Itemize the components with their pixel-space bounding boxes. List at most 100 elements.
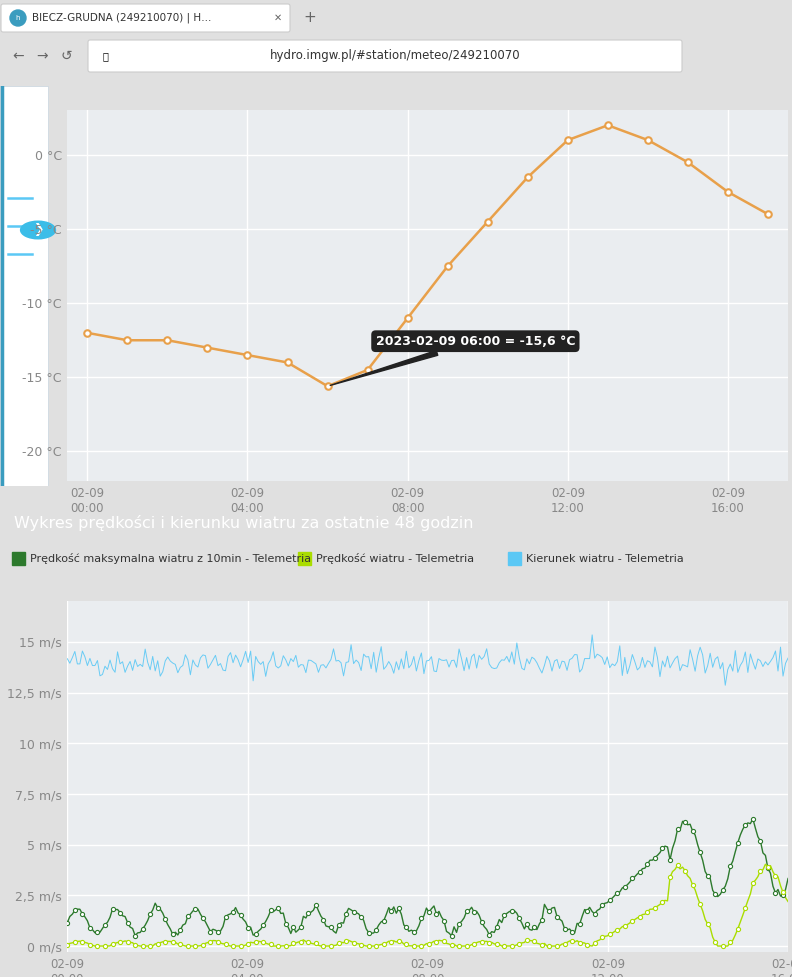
Point <box>181 909 194 924</box>
Point <box>656 894 668 910</box>
Point <box>317 912 329 927</box>
Point <box>724 934 737 950</box>
Point <box>332 935 345 951</box>
Point <box>441 258 454 274</box>
Point <box>159 912 172 927</box>
Point <box>69 934 82 950</box>
Point <box>69 903 82 918</box>
Point <box>498 908 511 923</box>
Point <box>656 840 668 856</box>
Point <box>84 920 97 936</box>
Circle shape <box>10 10 26 26</box>
Point <box>777 884 790 900</box>
Point <box>265 937 277 953</box>
Point <box>475 914 488 930</box>
Point <box>265 903 277 918</box>
Point <box>535 937 548 953</box>
Point <box>257 934 269 950</box>
Point <box>242 920 254 936</box>
Point <box>332 917 345 933</box>
Point <box>144 938 157 954</box>
Point <box>581 903 593 918</box>
Point <box>739 817 752 832</box>
Point <box>393 901 406 916</box>
Point <box>468 937 481 953</box>
Point <box>257 917 269 933</box>
Point <box>754 863 767 878</box>
FancyBboxPatch shape <box>88 40 682 72</box>
Point <box>219 936 232 952</box>
Point <box>505 938 518 954</box>
Point <box>565 924 578 940</box>
Point <box>702 916 714 932</box>
Point <box>664 870 676 885</box>
Point <box>528 933 541 949</box>
Point <box>272 900 284 915</box>
Point <box>694 844 706 860</box>
Point <box>747 875 760 891</box>
Point <box>438 933 451 949</box>
Point <box>687 877 699 893</box>
Point <box>121 332 134 348</box>
Point <box>241 347 253 362</box>
Text: 🔒: 🔒 <box>102 51 108 61</box>
Point <box>106 936 119 952</box>
Point <box>325 938 337 954</box>
Point <box>769 869 782 884</box>
Text: →: → <box>36 49 48 63</box>
Point <box>520 916 533 932</box>
Point <box>76 934 89 950</box>
Point <box>415 911 428 926</box>
Point <box>280 915 292 931</box>
Point <box>385 934 398 950</box>
Point <box>370 938 383 954</box>
Point <box>287 919 299 935</box>
Point <box>445 938 458 954</box>
Point <box>619 879 631 895</box>
Point <box>295 934 307 950</box>
Point <box>272 938 284 954</box>
Point <box>174 937 187 953</box>
Point <box>61 914 74 930</box>
Point <box>724 859 737 874</box>
Text: Wykres prędkości i kierunku wiatru za ostatnie 48 godzin: Wykres prędkości i kierunku wiatru za os… <box>14 515 474 531</box>
Point <box>596 897 608 913</box>
Point <box>528 919 541 935</box>
Point <box>408 924 421 940</box>
Point <box>322 378 334 394</box>
Point <box>347 935 360 951</box>
Point <box>558 920 571 936</box>
Point <box>181 938 194 954</box>
Point <box>136 921 149 937</box>
Point <box>287 935 299 951</box>
Point <box>747 811 760 827</box>
Text: hydro.imgw.pl/#station/meteo/249210070: hydro.imgw.pl/#station/meteo/249210070 <box>270 50 520 63</box>
Point <box>201 340 214 356</box>
Point <box>317 938 329 954</box>
Point <box>99 938 112 954</box>
Text: Prędkość wiatru - Telemetria: Prędkość wiatru - Telemetria <box>316 553 474 564</box>
Point <box>641 904 653 919</box>
Point <box>106 901 119 916</box>
Point <box>161 332 173 348</box>
Point <box>604 926 616 942</box>
Point <box>121 934 134 950</box>
Text: ←: ← <box>12 49 24 63</box>
Point <box>166 926 179 942</box>
Point <box>682 154 695 170</box>
Point <box>393 933 406 949</box>
Point <box>483 927 496 943</box>
Point <box>340 933 352 949</box>
Point <box>588 935 601 951</box>
Point <box>754 833 767 849</box>
Point <box>159 934 172 950</box>
Point <box>310 936 322 952</box>
Point <box>281 355 294 370</box>
Point <box>709 886 722 902</box>
Point <box>310 897 322 913</box>
Text: +: + <box>303 11 316 25</box>
Point <box>144 907 157 922</box>
Point <box>626 913 638 928</box>
Point <box>151 900 164 915</box>
Point <box>151 936 164 952</box>
